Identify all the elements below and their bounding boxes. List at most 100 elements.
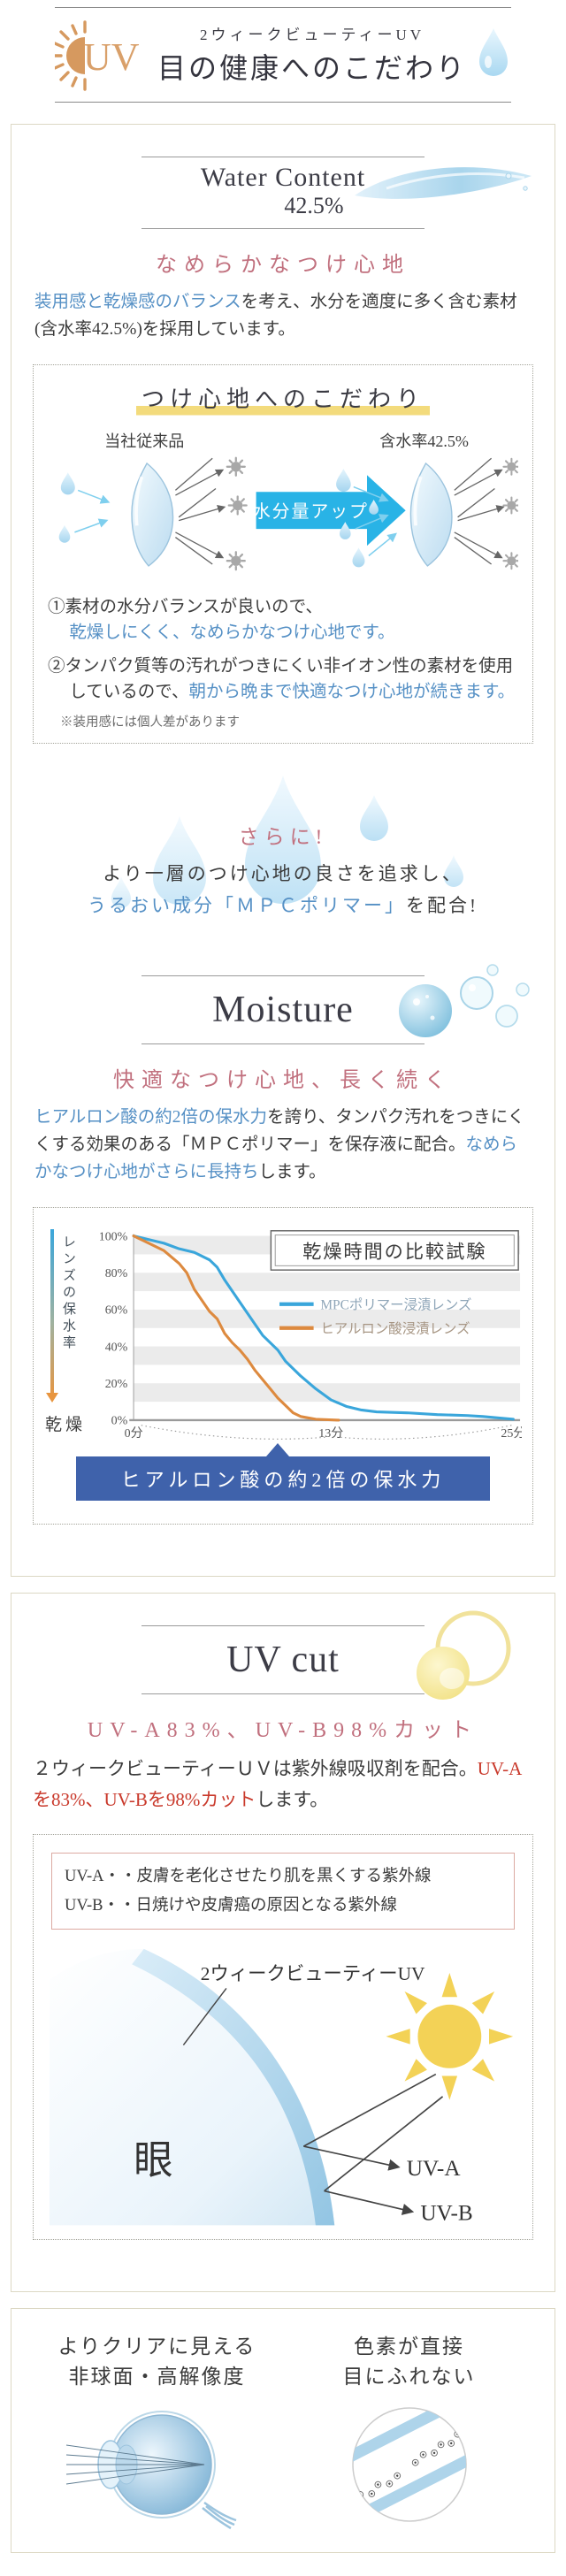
protein-icon xyxy=(226,457,246,478)
comfort-points: ①素材の水分バランスが良いので、 乾燥しにくく、なめらかなつけ心地です。 ②タンパ… xyxy=(48,594,518,705)
uv-cut-subheading: UV-A83%、UV-B98%カット xyxy=(87,1719,479,1743)
more-line2-rest: を配合! xyxy=(406,894,478,916)
uv-a-definition: UV-A・・皮膚を老化させたり肌を黒くする紫外線 xyxy=(65,1868,432,1886)
water-body-rest: を考え、水分を適度に多く含む素材(含水率42.5%)を採用しています。 xyxy=(34,293,517,340)
eye-body xyxy=(49,1948,335,2226)
retention-banner-text: ヒアルロン酸の約2倍の保水力 xyxy=(120,1469,446,1492)
feature-pigment: 色素が直接 目にふれない xyxy=(283,2332,535,2533)
chart-xtick-group: 0分 13分 25分 xyxy=(125,1426,522,1441)
page-header: UV 2ウィークビューティーUV 目の健康へのこだわり xyxy=(0,0,566,108)
yellow-lens-image xyxy=(417,1610,511,1701)
svg-text:20%: 20% xyxy=(105,1378,128,1391)
chart-legend: MPCポリマー浸漬レンズ ヒアルロン酸浸漬レンズ xyxy=(279,1297,471,1337)
feature-aspheric-title: よりクリアに見える 非球面・高解像度 xyxy=(31,2332,283,2391)
uva-label: UV-A xyxy=(407,2157,462,2181)
water-drop xyxy=(352,547,365,568)
comfort-diagram: 当社従来品 含水率42.5% xyxy=(58,432,518,571)
comfort-note: ※装用感には個人差があります xyxy=(60,715,240,730)
water-content-section: Water Content 42.5% なめらかなつけ心地 装用感と乾燥感のバラ… xyxy=(11,124,555,1578)
water-content-heading: Water Content 42.5% xyxy=(142,157,424,229)
evaporation-arrows-left xyxy=(174,458,226,565)
y-axis-label: レンズの保水率 xyxy=(61,1234,75,1353)
uv-eye-diagram: 2ウィークビューティーUV 眼 xyxy=(49,1948,514,2226)
features-section: よりクリアに見える 非球面・高解像度 xyxy=(11,2308,555,2554)
point-1-highlight: 乾燥しにくく、なめらかなつけ心地です。 xyxy=(69,623,395,643)
svg-text:80%: 80% xyxy=(105,1267,128,1280)
comfort-label-left: 当社従来品 xyxy=(104,432,184,450)
axis-annotation-arcs xyxy=(141,1425,512,1440)
water-content-title: Water Content xyxy=(200,163,366,192)
comfort-label-right: 含水率42.5% xyxy=(379,432,469,450)
legend-label-mpc: MPCポリマー浸漬レンズ xyxy=(320,1297,471,1313)
water-body-text: 装用感と乾燥感のバランスを考え、水分を適度に多く含む素材(含水率42.5%)を採… xyxy=(34,288,532,343)
uv-diagram-box: UV-A・・皮膚を老化させたり肌を黒くする紫外線 UV-B・・日焼けや皮膚癌の原… xyxy=(33,1834,533,2241)
sun-icon xyxy=(386,1973,514,2100)
uv-cut-heading: UV cut xyxy=(142,1625,424,1695)
chart-title-box: 乾燥時間の比較試験 xyxy=(270,1230,519,1271)
water-drops-decoration xyxy=(111,776,463,909)
lens-right-illustration xyxy=(409,462,454,569)
water-body-blue: 装用感と乾燥感のバランス xyxy=(34,293,241,311)
protein-icon xyxy=(502,496,518,515)
chart-title: 乾燥時間の比較試験 xyxy=(302,1242,486,1263)
moisture-body-blue2: なめらかなつけ心地がさらに長持ち xyxy=(34,1135,518,1181)
smooth-comfort-heading: なめらかなつけ心地 xyxy=(156,254,410,277)
comfort-box-title: つけ心地へのこだわり xyxy=(135,381,430,418)
water-drop xyxy=(58,525,71,544)
svg-text:60%: 60% xyxy=(105,1304,128,1318)
more-comfort-block: さらに! より一層のつけ心地の良さを追求し、 うるおい成分「ＭＰＣポリマー」を配合… xyxy=(31,770,535,975)
uv-icon-label: UV xyxy=(83,35,140,79)
moisture-up-arrow: 水分量アップ xyxy=(253,475,406,547)
moisture-body-mid: を誇り、タンパク汚れをつきにくくする効果のある「ＭＰＣポリマー」を保存液に配合。 xyxy=(34,1107,525,1154)
bubbles-image xyxy=(399,963,530,1037)
feature-aspheric-line2: 非球面・高解像度 xyxy=(68,2365,246,2388)
moisture-subheading: 快適なつけ心地、長く続く xyxy=(113,1068,453,1092)
protein-icon xyxy=(227,495,248,516)
moisture-body-text: ヒアルロン酸の約2倍の保水力を誇り、タンパク汚れをつきにくくする効果のある「ＭＰ… xyxy=(34,1104,532,1187)
protein-icon xyxy=(502,458,518,477)
dry-label: 乾燥 xyxy=(45,1416,87,1435)
eye-label: 眼 xyxy=(134,2138,173,2182)
moisture-heading: Moisture xyxy=(142,975,424,1044)
drying-chart: 100% 80% 60% 40% 20% 0% 0分 13分 25分 乾燥時間の比較試験 MP… xyxy=(99,1230,522,1441)
evaporation-arrows-right xyxy=(454,458,505,565)
more-heading: さらに! xyxy=(238,826,328,849)
water-drop-icon xyxy=(479,28,508,76)
comfort-box: つけ心地へのこだわり xyxy=(33,364,533,745)
protein-icon xyxy=(502,552,518,570)
chart-y-axis-rail: レンズの保水率 乾燥 xyxy=(44,1226,87,1442)
water-splash-image xyxy=(355,167,532,199)
point-2-highlight: 朝から晩まで快適なつけ心地が続きます。 xyxy=(188,682,516,701)
uvb-label: UV-B xyxy=(420,2202,472,2226)
chart-series-group xyxy=(132,1234,515,1422)
product-label-leader-line xyxy=(182,1988,227,2046)
header-rule-top xyxy=(55,7,511,8)
chart-ytick-group: 100% 80% 60% 40% 20% 0% xyxy=(99,1230,128,1427)
comfort-point-1: ①素材の水分バランスが良いので、 乾燥しにくく、なめらかなつけ心地です。 xyxy=(48,594,518,646)
product-label: 2ウィークビューティーUV xyxy=(201,1963,425,1984)
eyeball-diagram xyxy=(65,2411,236,2530)
pigment-sandwich-diagram xyxy=(351,2407,467,2522)
svg-text:100%: 100% xyxy=(99,1230,128,1243)
moisture-up-arrow-label: 水分量アップ xyxy=(253,501,369,522)
feature-aspheric-line1: よりクリアに見える xyxy=(57,2335,256,2358)
point-2-text: ②タンパク質等の汚れがつきにくい非イオン性の素材を使用しているので、 xyxy=(48,656,514,701)
water-drop xyxy=(60,472,75,495)
uv-cut-title: UV cut xyxy=(226,1640,340,1681)
moisture-body-end: します。 xyxy=(258,1162,326,1181)
more-line1: より一層のつけ心地の良さを追求し、 xyxy=(103,863,463,885)
uv-ray-arrows xyxy=(302,2073,444,2215)
legend-label-hyaluron: ヒアルロン酸浸漬レンズ xyxy=(320,1321,470,1337)
drying-chart-box: レンズの保水率 乾燥 100% 80% 60% 40% 20% 0% 0分 13分 25分 乾… xyxy=(33,1207,533,1525)
feature-pigment-line1: 色素が直接 xyxy=(354,2335,464,2358)
uv-body-start: ２ウィークビューティーＵＶは紫外線吸収剤を配合。 xyxy=(33,1758,478,1780)
page-title: 目の健康へのこだわり xyxy=(157,51,467,84)
water-drop xyxy=(336,469,351,493)
svg-text:0分: 0分 xyxy=(125,1426,143,1441)
uv-body-text: ２ウィークビューティーＵＶは紫外線吸収剤を配合。UV-Aを83%、UV-Bを98… xyxy=(33,1754,533,1815)
uv-cut-section: UV cut UV-A83%、UV-B98%カット ２ウィークビューティーＵＶは… xyxy=(11,1593,555,2293)
svg-text:25分: 25分 xyxy=(501,1426,522,1441)
protein-icon xyxy=(226,551,246,571)
header-subtitle: 2ウィークビューティーUV xyxy=(199,26,425,43)
svg-text:40%: 40% xyxy=(105,1341,128,1354)
